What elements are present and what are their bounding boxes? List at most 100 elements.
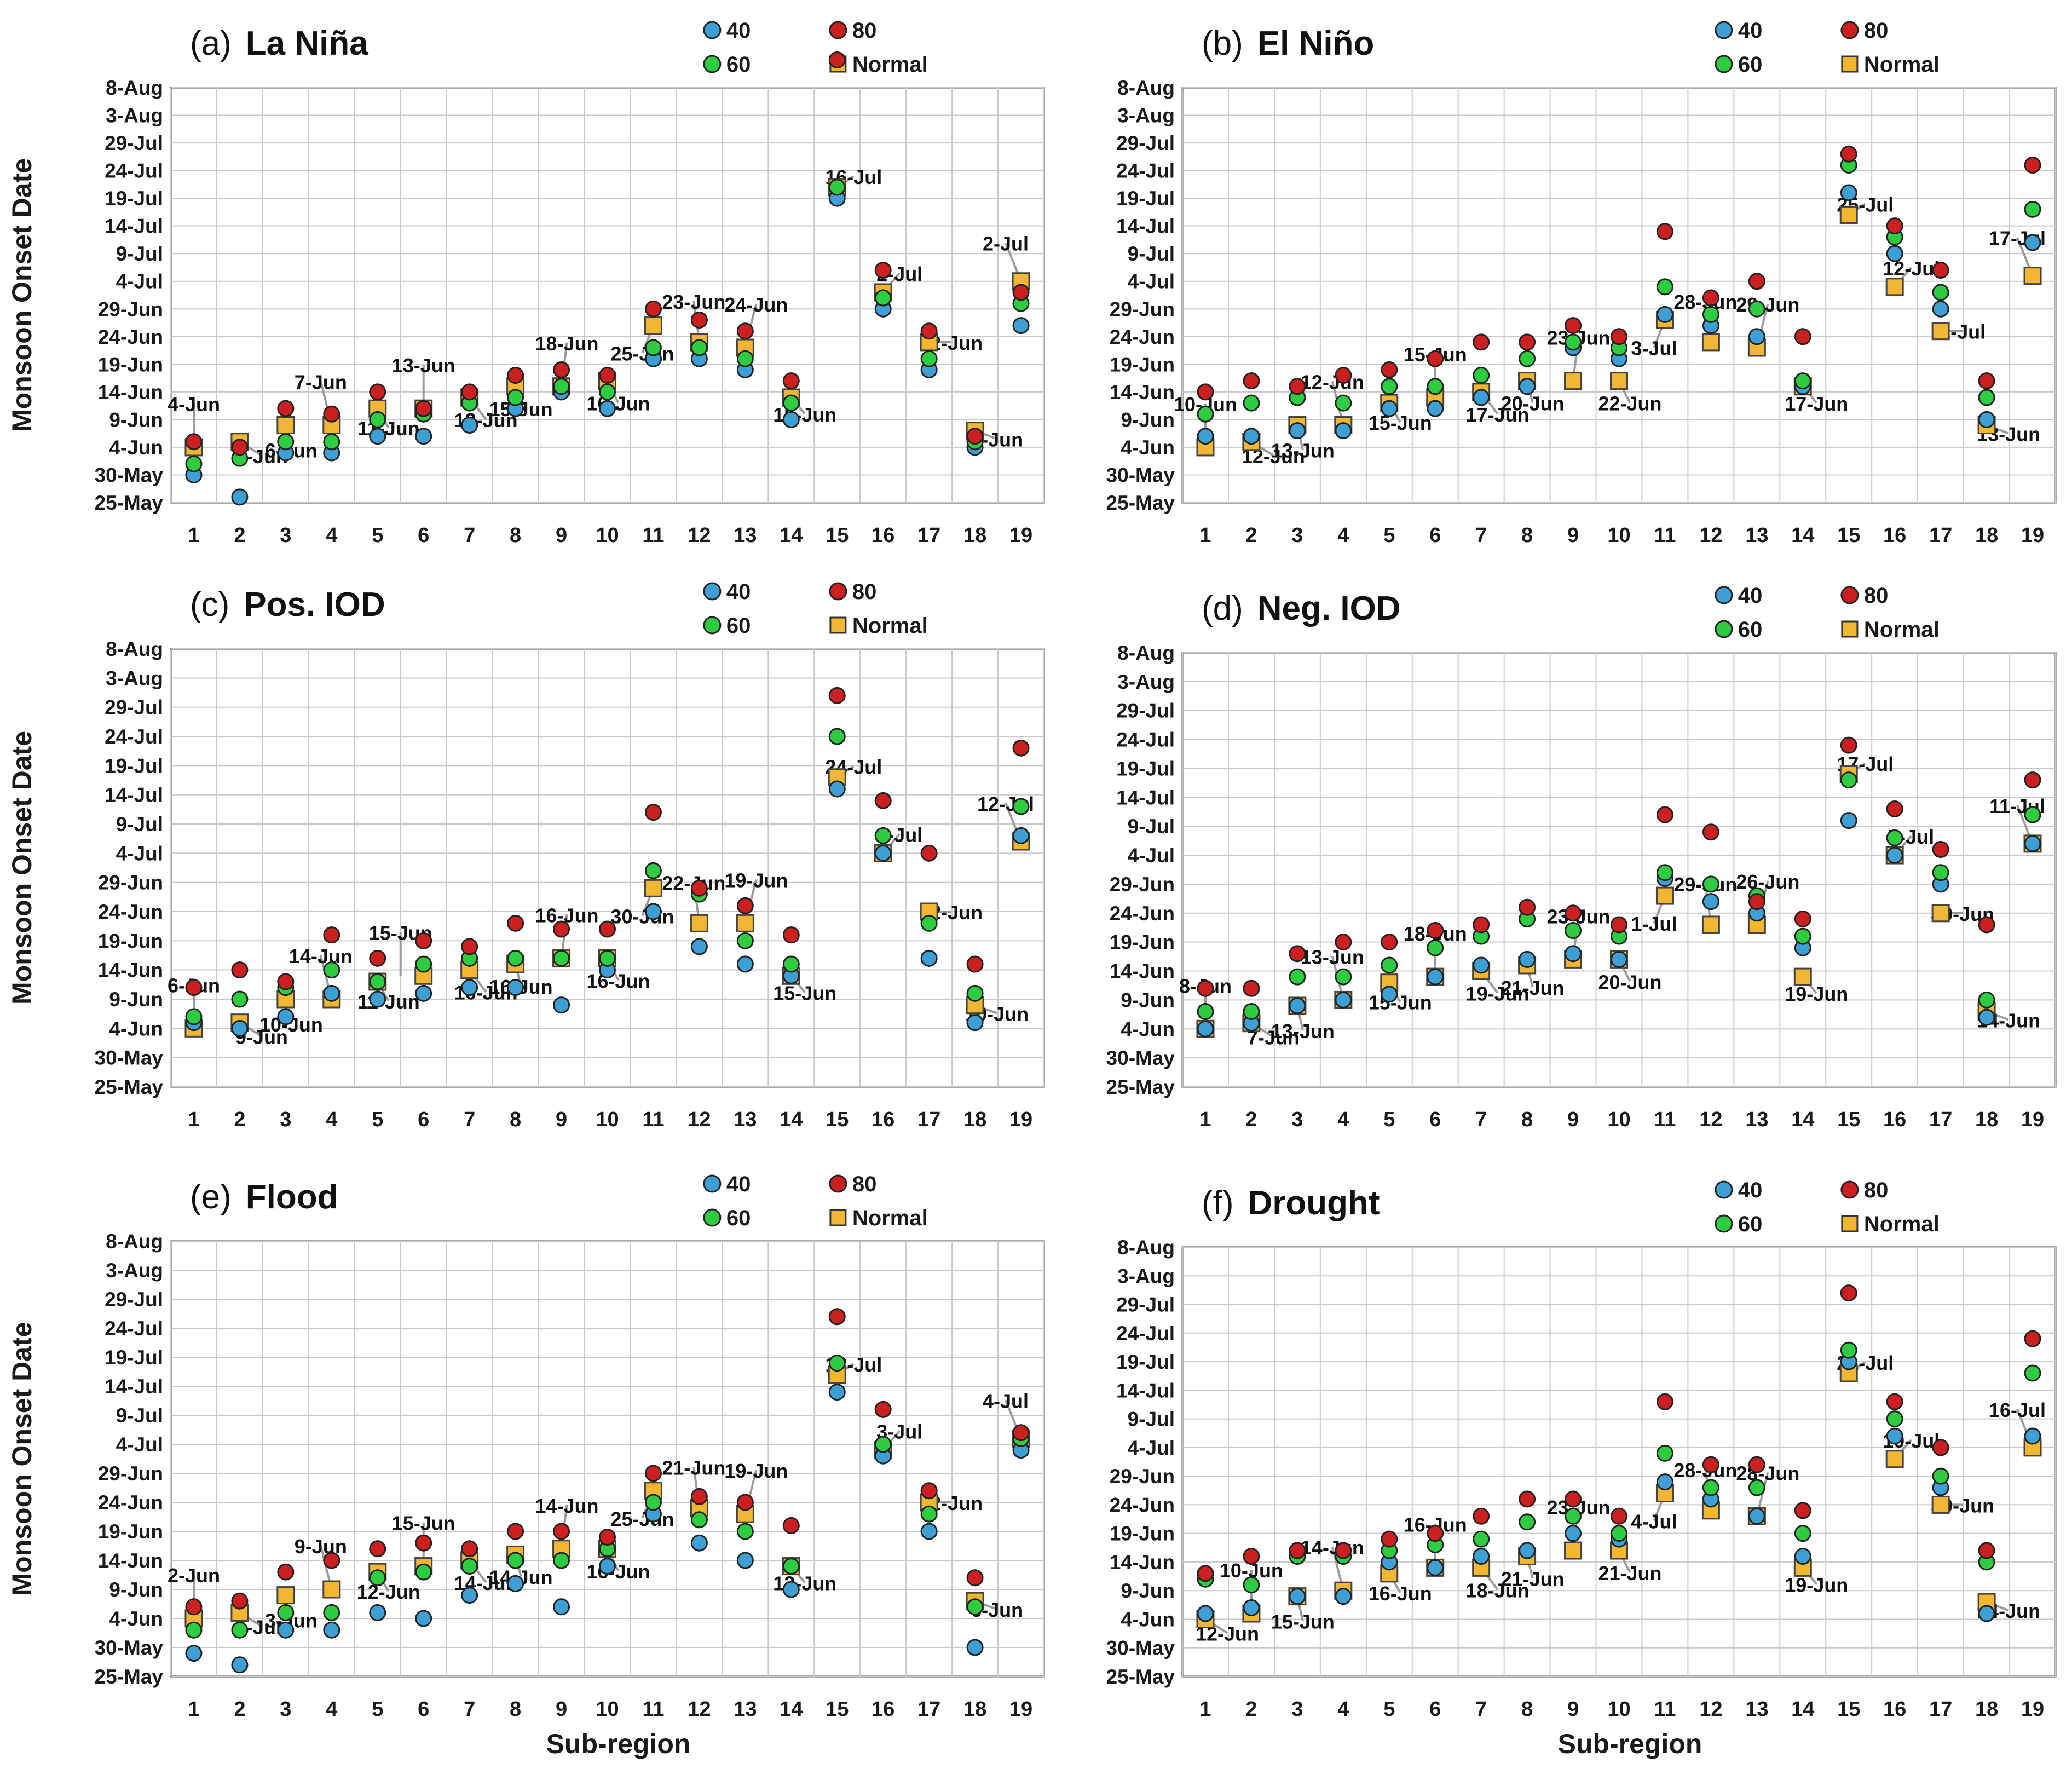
- y-tick-label: 8-Aug: [1117, 642, 1175, 664]
- point-40: [277, 1621, 295, 1639]
- point-80: [874, 792, 892, 809]
- x-tick-label: 11: [642, 524, 664, 547]
- legend: 40 60 80 Normal: [1715, 19, 1940, 77]
- annotation-label: 7-Jun: [295, 371, 347, 394]
- x-tick-label: 15: [826, 1698, 849, 1721]
- point-40: [1243, 1599, 1260, 1617]
- x-tick-label: 15: [1837, 1108, 1860, 1131]
- x-tick-label: 7: [1475, 1108, 1487, 1131]
- panel-title: (b) El Niño: [1202, 25, 1374, 62]
- point-40: [1519, 950, 1536, 968]
- point-40: [1565, 945, 1582, 963]
- point-80: [553, 361, 570, 378]
- point-60: [1702, 875, 1719, 893]
- x-tick-label: 18: [963, 1698, 986, 1721]
- y-tick-label: 24-Jul: [105, 725, 163, 748]
- annotation-label: 20-Jun: [1598, 971, 1661, 993]
- plot-frame: [170, 648, 1045, 1088]
- point-80: [1611, 1507, 1627, 1525]
- annotation-label: 15-Jun: [1369, 412, 1432, 434]
- point-normal: [1885, 1450, 1904, 1468]
- point-80: [231, 961, 249, 979]
- x-tick-label: 2: [234, 1698, 245, 1721]
- x-tick-label: 2: [1245, 1698, 1257, 1721]
- point-80: [185, 979, 203, 996]
- x-tick-label: 3: [280, 1108, 291, 1131]
- y-tick-label: 9-Jul: [1128, 1408, 1175, 1431]
- x-tick-label: 3: [280, 524, 291, 547]
- point-normal: [1701, 333, 1720, 352]
- point-80: [277, 400, 295, 417]
- point-40: [690, 1534, 708, 1552]
- point-40: [644, 903, 662, 920]
- legend-marker-80: [829, 21, 847, 39]
- y-tick-label: 8-Aug: [106, 638, 163, 660]
- point-80: [507, 1523, 524, 1540]
- point-60: [553, 949, 570, 967]
- point-80: [369, 383, 386, 401]
- panel-b: 25-May 30-May 4-Jun 9-Jun 14-Jun 19-Jun 24-Jun…: [1106, 19, 2057, 547]
- point-40: [690, 938, 708, 955]
- x-tick-label: 9: [556, 524, 567, 547]
- x-tick-label: 19: [1009, 524, 1032, 547]
- point-40: [2024, 1427, 2041, 1445]
- point-80: [644, 300, 662, 318]
- x-tick-label: 19: [2021, 1698, 2044, 1721]
- point-80: [1840, 1284, 1857, 1302]
- y-tick-label: 25-May: [1106, 492, 1175, 514]
- point-80: [874, 1401, 892, 1418]
- legend-label: 60: [726, 614, 751, 638]
- point-80: [599, 367, 616, 384]
- y-tick-label: 9-Jun: [109, 1578, 163, 1601]
- point-60: [1978, 389, 1995, 406]
- annotation-label: 14-Jun: [289, 945, 353, 967]
- point-40: [507, 1575, 524, 1592]
- point-80: [1702, 823, 1719, 841]
- point-60: [599, 383, 616, 401]
- point-40: [1978, 1009, 1995, 1026]
- legend-marker-40: [703, 21, 722, 39]
- point-80: [1289, 378, 1306, 395]
- y-tick-label: 4-Jun: [1121, 436, 1175, 459]
- annotation-label: 16-Jun: [586, 1560, 650, 1583]
- point-80: [828, 687, 846, 704]
- x-tick-label: 11: [642, 1698, 664, 1721]
- y-tick-label: 24-Jun: [98, 901, 163, 923]
- point-40: [1611, 950, 1627, 968]
- legend-label: 40: [726, 19, 751, 43]
- y-tick-label: 29-Jun: [98, 298, 163, 320]
- plot-frame: [1181, 1246, 2057, 1678]
- point-40: [185, 1645, 203, 1662]
- point-80: [690, 1488, 708, 1505]
- y-tick-label: 14-Jun: [1110, 960, 1175, 983]
- y-tick-label: 30-May: [1106, 1637, 1175, 1659]
- point-40: [1748, 1507, 1765, 1525]
- annotation-label: 20-Jun: [1501, 393, 1565, 415]
- y-tick-label: 9-Jul: [116, 813, 163, 835]
- annotation-label: 21-Jun: [1598, 1562, 1661, 1584]
- annotation-label: 13-Jun: [1271, 1020, 1335, 1042]
- point-60: [2024, 200, 2041, 218]
- point-60: [736, 932, 754, 949]
- y-tick-label: 25-May: [1106, 1666, 1175, 1688]
- x-tick-label: 7: [1475, 1698, 1487, 1721]
- panel-d: 25-May 30-May 4-Jun 9-Jun 14-Jun 19-Jun 24-Jun…: [1106, 584, 2057, 1131]
- point-40: [736, 1552, 754, 1569]
- legend-marker-60: [1715, 1214, 1733, 1233]
- point-80: [1519, 1490, 1536, 1508]
- panel-tag: (e): [190, 1178, 232, 1216]
- x-tick-label: 13: [1745, 1698, 1768, 1721]
- point-60: [1656, 864, 1673, 881]
- point-80: [1335, 1542, 1352, 1559]
- point-40: [553, 1598, 570, 1616]
- point-40: [1978, 1605, 1995, 1622]
- point-40: [231, 488, 249, 506]
- point-40: [369, 990, 386, 1008]
- point-40: [2024, 234, 2041, 251]
- point-60: [1565, 1507, 1582, 1525]
- x-tick-label: 8: [510, 524, 521, 547]
- point-40: [1289, 997, 1306, 1015]
- point-80: [1335, 934, 1352, 951]
- point-60: [415, 1563, 432, 1581]
- annotation-label: 19-Jun: [1466, 983, 1530, 1005]
